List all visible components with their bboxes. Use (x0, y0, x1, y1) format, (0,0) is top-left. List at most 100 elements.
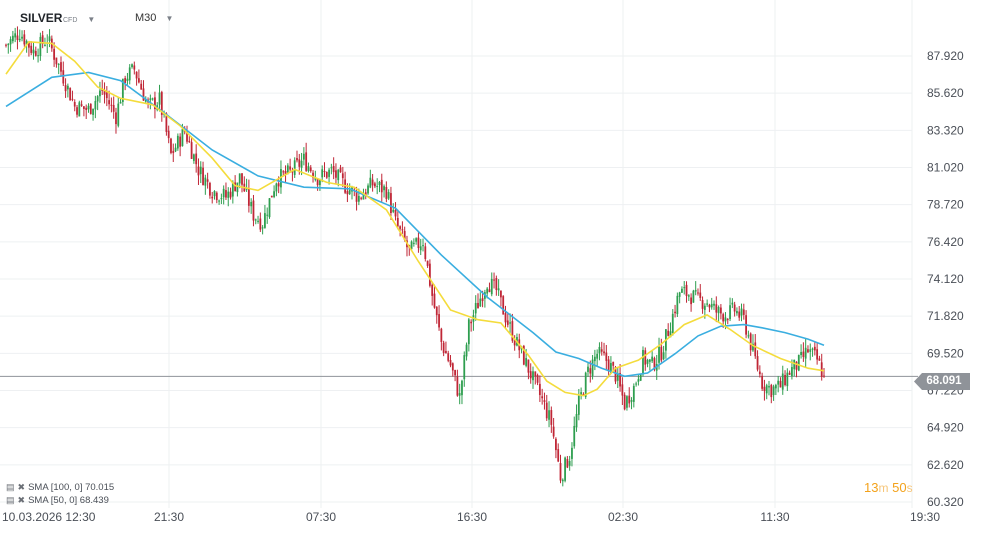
chevron-down-icon[interactable]: ▼ (87, 15, 96, 24)
y-tick-label: 62.620 (927, 458, 964, 472)
candle-body (642, 349, 644, 375)
settings-icon[interactable]: ▤ (6, 495, 15, 505)
candle-body (772, 386, 775, 396)
countdown-seconds-unit: s (906, 481, 913, 495)
countdown-seconds: 50 (892, 480, 907, 495)
candle-body (701, 300, 704, 309)
candle-body (548, 410, 550, 420)
candle-body (312, 172, 314, 178)
candle-body (53, 48, 56, 60)
candle-body (678, 292, 681, 297)
candle-body (34, 50, 37, 56)
candle-body (651, 356, 654, 362)
candle-body (131, 64, 133, 68)
candle-body (493, 279, 495, 281)
candle-body (719, 307, 722, 314)
candle-body (291, 170, 294, 173)
candle-body (282, 171, 285, 173)
candle-body (417, 237, 420, 249)
candle-body (690, 297, 693, 305)
candle-body (568, 461, 571, 466)
candle-body (619, 372, 621, 387)
candle-body (380, 179, 383, 193)
instrument-type: CFD (63, 17, 78, 24)
chart-grid (0, 0, 913, 508)
candle-body (458, 393, 461, 396)
candle-body (89, 103, 92, 114)
candle-body (44, 44, 46, 46)
candle-body (555, 438, 557, 451)
candle-body (669, 331, 672, 338)
candle-body (479, 298, 482, 307)
candle-countdown: 13m 50s (864, 480, 913, 495)
candle-body (527, 359, 530, 373)
x-tick-label: 10.03.2026 12:30 (2, 510, 96, 524)
close-icon[interactable]: ✖ (17, 482, 26, 492)
candle-body (18, 38, 21, 41)
candle-body (403, 230, 406, 240)
symbol-name: SILVER (20, 11, 63, 25)
candle-body (791, 367, 793, 377)
candle-body (621, 384, 624, 396)
settings-icon[interactable]: ▤ (6, 482, 15, 492)
candle-body (254, 219, 257, 221)
candle-body (236, 182, 239, 193)
candle-body (552, 426, 555, 437)
candle-body (623, 394, 626, 410)
chevron-down-icon[interactable]: ▼ (165, 14, 174, 23)
candle-body (809, 349, 812, 352)
candle-body (261, 227, 264, 229)
candle-body (115, 112, 117, 125)
candle-body (270, 195, 273, 198)
candle-body (763, 386, 766, 392)
candle-body (142, 88, 145, 101)
candle-body (800, 351, 802, 356)
candle-body (731, 302, 734, 305)
instrument-type-group[interactable]: CFD ▼ (63, 15, 95, 24)
x-tick-label: 16:30 (457, 510, 487, 524)
x-tick-label: 19:30 (910, 510, 940, 524)
candle-body (87, 105, 90, 110)
candle-body (747, 335, 750, 337)
candle-body (277, 183, 280, 187)
candle-body (195, 153, 198, 165)
candle-body (607, 359, 610, 372)
candle-body (431, 284, 434, 296)
candle-body (257, 220, 259, 222)
candle-body (16, 35, 19, 40)
candle-body (419, 246, 422, 251)
candlestick-series (5, 26, 825, 487)
countdown-minutes-unit: m (878, 481, 889, 495)
candle-body (715, 304, 718, 313)
candle-body (170, 138, 172, 153)
candle-body (703, 305, 706, 310)
candle-body (474, 302, 477, 314)
candle-body (83, 106, 85, 109)
candle-body (286, 165, 289, 173)
indicator-label: SMA [50, 0] 68.439 (28, 495, 109, 506)
candle-body (211, 196, 214, 199)
candle-body (765, 385, 768, 394)
y-tick-label: 71.820 (927, 309, 964, 323)
indicator-legend-sma50[interactable]: ▤ ✖ SMA [50, 0] 68.439 (6, 495, 109, 506)
symbol-selector[interactable]: SILVER (20, 11, 62, 25)
candle-body (584, 372, 587, 397)
candle-body (742, 309, 745, 315)
candle-body (596, 353, 599, 359)
candle-body (662, 352, 665, 360)
candle-body (658, 346, 660, 363)
candle-body (632, 385, 635, 402)
candle-body (110, 104, 113, 106)
y-tick-label: 74.120 (927, 272, 964, 286)
timeframe-selector[interactable]: M30 ▼ (135, 12, 173, 24)
candle-body (513, 340, 516, 346)
close-icon[interactable]: ✖ (17, 495, 26, 505)
indicator-legend-sma100[interactable]: ▤ ✖ SMA [100, 0] 70.015 (6, 482, 114, 493)
candle-body (488, 289, 491, 293)
candle-body (371, 179, 374, 186)
candle-body (758, 371, 761, 375)
candle-body (674, 311, 676, 314)
candle-body (78, 102, 81, 117)
candle-body (710, 303, 713, 308)
